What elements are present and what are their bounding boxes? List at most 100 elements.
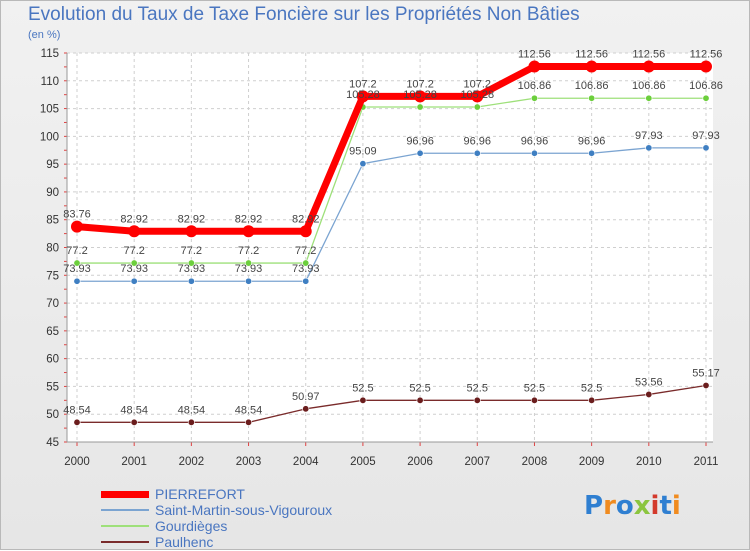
- data-label: 83.76: [63, 209, 91, 221]
- data-point: [702, 144, 710, 152]
- data-point: [73, 277, 81, 285]
- data-point: [73, 259, 81, 267]
- data-label: 105.28: [460, 89, 494, 101]
- series-line-pierrefort: [76, 63, 706, 235]
- data-label: 77.2: [66, 245, 87, 257]
- data-point: [245, 259, 253, 267]
- legend-swatch: [101, 541, 149, 543]
- data-label: 52.5: [409, 382, 430, 394]
- series-line-saint-martin-sous-vigouroux: [77, 147, 706, 282]
- data-point: [645, 390, 653, 398]
- data-point: [471, 90, 484, 103]
- data-label: 73.93: [292, 263, 320, 275]
- x-tick-label: 2008: [522, 456, 548, 468]
- legend-label: Gourdièges: [155, 518, 228, 534]
- legend-swatch: [101, 490, 149, 498]
- data-point: [302, 405, 310, 413]
- legend-item: Gourdièges: [101, 518, 332, 534]
- proxiti-logo: Proxiti: [584, 491, 681, 521]
- x-tick-label: 2000: [64, 456, 90, 468]
- data-point: [71, 220, 83, 233]
- data-label: 97.93: [635, 130, 663, 142]
- data-point: [187, 418, 195, 426]
- data-point: [302, 259, 310, 267]
- data-point: [702, 94, 710, 102]
- data-label: 73.93: [120, 263, 148, 275]
- data-label: 82.92: [292, 213, 320, 225]
- legend-item: Paulhenc: [101, 534, 332, 550]
- data-label: 52.5: [467, 382, 488, 394]
- data-point: [588, 94, 596, 102]
- data-label: 96.96: [406, 135, 434, 147]
- data-label: 52.5: [581, 382, 602, 394]
- data-point: [642, 60, 655, 73]
- data-point: [187, 259, 195, 267]
- data-label: 105.28: [346, 89, 380, 101]
- logo-letter: P: [584, 491, 604, 521]
- y-axis-unit: (en %): [28, 29, 61, 41]
- data-label: 50.97: [292, 391, 320, 403]
- data-point: [416, 396, 424, 404]
- data-label: 48.54: [178, 404, 206, 416]
- data-label: 48.54: [63, 404, 91, 416]
- x-tick-label: 2005: [350, 456, 376, 468]
- data-label: 77.2: [295, 245, 316, 257]
- y-tick-label: 65: [46, 326, 59, 338]
- data-point: [414, 90, 427, 103]
- y-tick-label: 105: [40, 104, 59, 116]
- data-label: 106.86: [575, 80, 609, 92]
- data-label: 95.09: [349, 146, 377, 158]
- data-point: [588, 396, 596, 404]
- data-point: [130, 418, 138, 426]
- y-tick-label: 55: [46, 381, 59, 393]
- data-label: 106.86: [518, 80, 552, 92]
- data-label: 106.86: [632, 80, 666, 92]
- y-tick-label: 100: [40, 131, 59, 143]
- data-point: [700, 60, 712, 73]
- data-point: [128, 225, 141, 238]
- data-point: [242, 225, 255, 238]
- y-tick-label: 75: [46, 270, 59, 282]
- data-label: 105.28: [403, 89, 437, 101]
- data-point: [130, 259, 138, 267]
- data-label: 112.56: [632, 49, 665, 61]
- logo-letter: i: [650, 491, 660, 521]
- x-tick-label: 2002: [179, 456, 205, 468]
- data-label: 52.5: [524, 382, 545, 394]
- data-label: 73.93: [178, 263, 206, 275]
- x-tick-label: 2011: [694, 456, 719, 468]
- data-label: 96.96: [521, 135, 549, 147]
- logo-letter: i: [671, 491, 681, 521]
- data-label: 53.56: [635, 376, 663, 388]
- data-point: [299, 225, 312, 238]
- data-label: 106.86: [689, 80, 723, 92]
- data-point: [588, 149, 596, 157]
- legend-swatch: [101, 509, 149, 511]
- data-label: 82.92: [235, 213, 263, 225]
- y-tick-label: 50: [46, 409, 59, 421]
- data-point: [416, 149, 424, 157]
- data-label: 112.56: [518, 49, 551, 61]
- y-tick-label: 60: [46, 354, 59, 366]
- data-label: 48.54: [235, 404, 263, 416]
- y-tick-label: 80: [46, 243, 59, 255]
- data-label: 73.93: [235, 263, 263, 275]
- data-label: 52.5: [352, 382, 373, 394]
- data-point: [245, 418, 253, 426]
- y-tick-label: 95: [46, 159, 59, 171]
- data-point: [359, 396, 367, 404]
- data-point: [185, 225, 198, 238]
- y-tick-label: 110: [41, 76, 59, 88]
- data-point: [473, 103, 481, 111]
- data-point: [645, 94, 653, 102]
- data-label: 55.17: [692, 367, 720, 379]
- data-point: [73, 418, 81, 426]
- data-label: 73.93: [63, 263, 91, 275]
- chart-title: Evolution du Taux de Taxe Foncière sur l…: [28, 4, 580, 25]
- legend-item: PIERREFORT: [101, 486, 332, 502]
- legend: PIERREFORT Saint-Martin-sous-Vigouroux Gou…: [101, 486, 332, 550]
- x-tick-label: 2010: [636, 456, 662, 468]
- data-point: [359, 160, 367, 168]
- data-point: [585, 60, 598, 73]
